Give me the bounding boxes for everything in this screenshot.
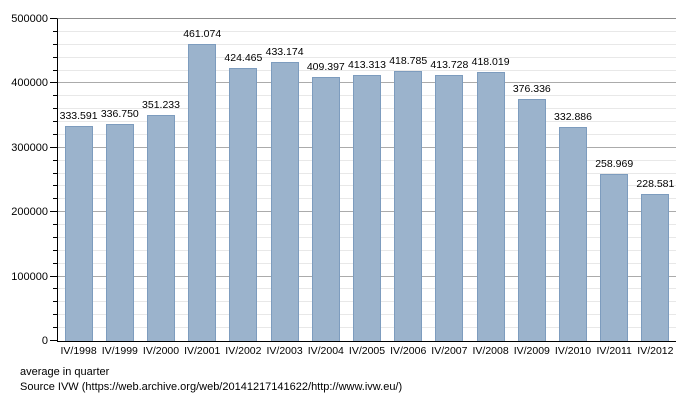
bar xyxy=(353,75,381,341)
y-tick-minor xyxy=(53,185,57,186)
x-axis-tick-label: IV/2009 xyxy=(513,345,550,357)
x-axis-tick-label: IV/2011 xyxy=(596,345,632,357)
y-tick-minor xyxy=(53,31,57,32)
bar-value-label: 409.397 xyxy=(306,61,345,73)
bar xyxy=(394,71,422,341)
y-axis-tick-label: 0 xyxy=(41,335,48,347)
y-tick-minor xyxy=(53,301,57,302)
y-tick-minor xyxy=(53,173,57,174)
bar xyxy=(312,77,340,341)
y-axis-tick-label: 100000 xyxy=(11,271,48,283)
bar-value-label: 228.581 xyxy=(636,178,675,190)
y-axis-tick-label: 200000 xyxy=(11,206,48,218)
y-tick-minor xyxy=(53,160,57,161)
y-tick-major xyxy=(50,276,57,277)
x-axis-tick-label: IV/2005 xyxy=(348,345,386,357)
bar xyxy=(271,62,299,341)
bar xyxy=(641,194,669,341)
bar-value-label: 336.750 xyxy=(100,108,139,120)
x-axis-tick-label: IV/2007 xyxy=(431,345,468,357)
y-tick-minor xyxy=(53,121,57,122)
x-axis-tick-label: IV/2003 xyxy=(266,345,303,357)
y-tick-minor xyxy=(53,70,57,71)
y-tick-minor xyxy=(53,288,57,289)
y-axis-tick-label: 400000 xyxy=(11,77,48,89)
y-tick-major xyxy=(50,211,57,212)
y-tick-major xyxy=(50,147,57,148)
x-axis-tick-label: IV/2002 xyxy=(225,345,262,357)
y-tick-minor xyxy=(53,314,57,315)
gridline-minor xyxy=(58,57,676,58)
y-tick-minor xyxy=(53,250,57,251)
footnote-source: Source IVW (https://web.archive.org/web/… xyxy=(20,381,403,393)
y-tick-minor xyxy=(53,108,57,109)
x-axis-tick-label: IV/2000 xyxy=(142,345,180,357)
bar-value-label: 413.313 xyxy=(348,59,386,71)
x-axis-tick-label: IV/2008 xyxy=(472,345,509,357)
bar-value-label: 418.019 xyxy=(471,56,510,68)
y-tick-minor xyxy=(53,327,57,328)
y-tick-minor xyxy=(53,57,57,58)
bar xyxy=(477,72,505,341)
x-axis-tick-label: IV/1999 xyxy=(101,345,138,357)
x-axis-tick-label: IV/2006 xyxy=(390,345,427,357)
bar-value-label: 351.233 xyxy=(142,99,180,111)
gridline-minor xyxy=(58,31,676,32)
y-axis-tick-label: 300000 xyxy=(11,142,48,154)
bar-value-label: 258.969 xyxy=(595,158,634,170)
y-axis-tick-label: 500000 xyxy=(11,13,48,25)
bar xyxy=(600,174,628,341)
y-tick-minor xyxy=(53,95,57,96)
plot-area: 0 100000 200000 300000 400000 500000 333.591 IV… xyxy=(11,13,676,357)
bar xyxy=(106,124,134,341)
y-tick-minor xyxy=(53,198,57,199)
x-axis-tick-label: IV/2012 xyxy=(637,345,674,357)
x-axis-tick-label: IV/2001 xyxy=(184,345,221,357)
y-tick-major xyxy=(50,82,57,83)
bar-value-label: 333.591 xyxy=(59,110,98,122)
gridline-minor xyxy=(58,44,676,45)
y-tick-minor xyxy=(53,134,57,135)
bar xyxy=(559,127,587,341)
bar-value-label: 413.728 xyxy=(430,59,469,71)
footnote-average: average in quarter xyxy=(20,366,110,378)
bar-value-label: 332.886 xyxy=(554,111,592,123)
bar-value-label: 433.174 xyxy=(265,46,304,58)
y-tick-minor xyxy=(53,237,57,238)
bar xyxy=(435,75,463,341)
bar-value-label: 376.336 xyxy=(512,83,551,95)
bar xyxy=(65,126,93,341)
bar-value-label: 418.785 xyxy=(389,55,428,67)
y-tick-major xyxy=(50,18,57,19)
bar xyxy=(188,44,216,341)
x-axis-tick-label: IV/1998 xyxy=(60,345,97,357)
bar-value-label: 424.465 xyxy=(224,52,263,64)
x-axis-tick-label: IV/2010 xyxy=(554,345,592,357)
y-tick-minor xyxy=(53,263,57,264)
bar xyxy=(229,68,257,341)
y-tick-major xyxy=(50,340,57,341)
bar xyxy=(147,115,175,341)
bar xyxy=(518,99,546,341)
bar-value-label: 461.074 xyxy=(183,28,222,40)
y-tick-minor xyxy=(53,44,57,45)
y-tick-minor xyxy=(53,224,57,225)
x-axis-tick-label: IV/2004 xyxy=(307,345,344,357)
